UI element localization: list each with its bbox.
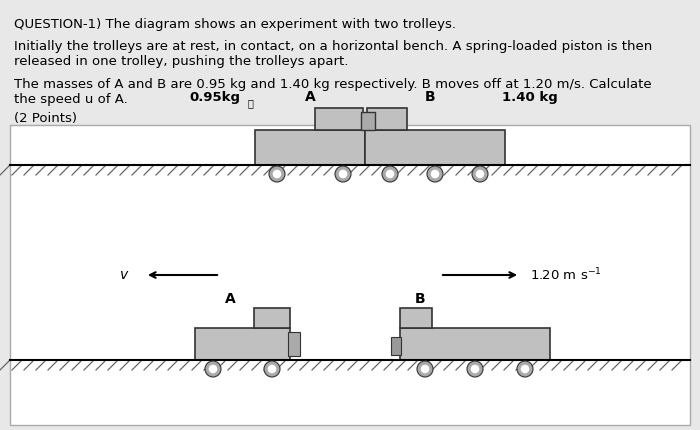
Circle shape xyxy=(431,170,439,178)
Circle shape xyxy=(517,361,533,377)
Text: v: v xyxy=(120,268,128,282)
Circle shape xyxy=(274,170,281,178)
Circle shape xyxy=(205,361,221,377)
Text: 1.40 kg: 1.40 kg xyxy=(502,91,558,104)
FancyBboxPatch shape xyxy=(10,125,690,425)
FancyBboxPatch shape xyxy=(288,332,300,356)
Text: ⎘: ⎘ xyxy=(248,98,254,108)
FancyBboxPatch shape xyxy=(400,308,432,328)
Circle shape xyxy=(427,166,443,182)
Circle shape xyxy=(209,366,216,373)
Text: 0.95kg: 0.95kg xyxy=(190,91,241,104)
FancyBboxPatch shape xyxy=(315,108,363,130)
Circle shape xyxy=(417,361,433,377)
Circle shape xyxy=(467,361,483,377)
FancyBboxPatch shape xyxy=(365,130,505,165)
Circle shape xyxy=(340,170,346,178)
Text: The masses of A and B are 0.95 kg and 1.40 kg respectively. B moves off at 1.20 : The masses of A and B are 0.95 kg and 1.… xyxy=(14,78,652,106)
Circle shape xyxy=(472,166,488,182)
Circle shape xyxy=(335,166,351,182)
FancyBboxPatch shape xyxy=(400,328,550,360)
Circle shape xyxy=(264,361,280,377)
FancyBboxPatch shape xyxy=(367,108,407,130)
Circle shape xyxy=(386,170,393,178)
Text: A: A xyxy=(304,90,316,104)
Text: (2 Points): (2 Points) xyxy=(14,112,77,125)
FancyBboxPatch shape xyxy=(254,308,290,328)
Text: B: B xyxy=(414,292,426,306)
Circle shape xyxy=(382,166,398,182)
Text: A: A xyxy=(225,292,235,306)
FancyBboxPatch shape xyxy=(361,112,375,130)
Text: B: B xyxy=(425,90,435,104)
Circle shape xyxy=(421,366,428,373)
Circle shape xyxy=(522,366,528,373)
Circle shape xyxy=(268,366,276,373)
FancyBboxPatch shape xyxy=(195,328,290,360)
Text: Initially the trolleys are at rest, in contact, on a horizontal bench. A spring-: Initially the trolleys are at rest, in c… xyxy=(14,40,652,68)
Text: QUESTION-1) The diagram shows an experiment with two trolleys.: QUESTION-1) The diagram shows an experim… xyxy=(14,18,456,31)
Circle shape xyxy=(477,170,484,178)
Circle shape xyxy=(471,366,479,373)
FancyBboxPatch shape xyxy=(255,130,365,165)
Circle shape xyxy=(269,166,285,182)
Text: 1.20 m s$^{-1}$: 1.20 m s$^{-1}$ xyxy=(530,267,602,283)
FancyBboxPatch shape xyxy=(391,337,401,355)
